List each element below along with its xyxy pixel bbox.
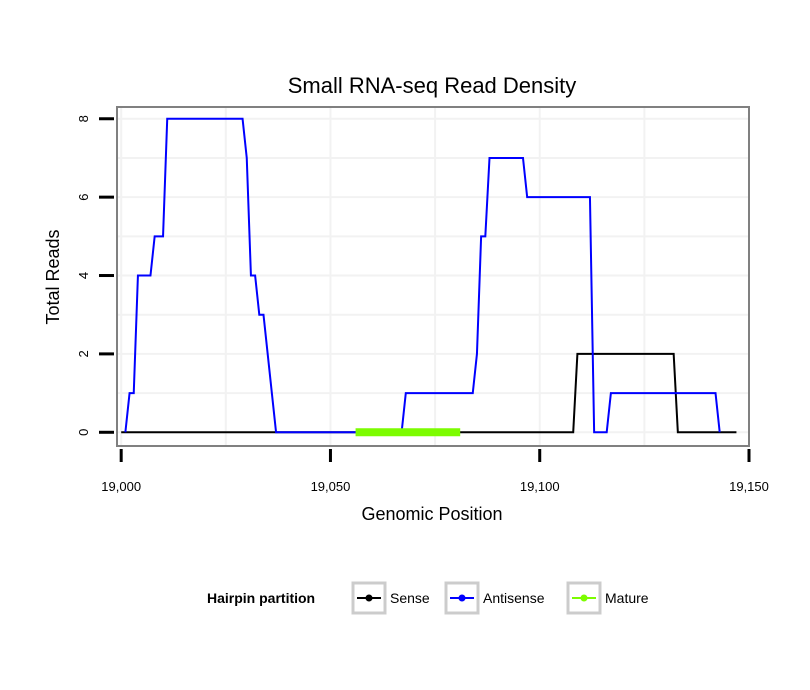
y-tick-label: 4 (76, 272, 91, 279)
legend-title: Hairpin partition (207, 590, 315, 606)
legend-label-antisense: Antisense (483, 590, 545, 606)
x-tick-label: 19,100 (520, 479, 560, 494)
axes: 19,000 19,050 19,100 19,150 0 2 4 6 8 (76, 115, 769, 494)
y-tick-label: 0 (76, 429, 91, 436)
y-axis-title: Total Reads (43, 229, 63, 324)
series-line-antisense (124, 117, 721, 434)
legend-label-mature: Mature (605, 590, 649, 606)
legend-key-dot (580, 594, 588, 602)
legend: Hairpin partition Sense Antisense Mature (207, 581, 649, 615)
chart-title: Small RNA-seq Read Density (288, 73, 577, 98)
x-tick-label: 19,050 (311, 479, 351, 494)
legend-key-dot (458, 594, 466, 602)
x-axis-title: Genomic Position (361, 504, 502, 524)
x-tick-label: 19,000 (101, 479, 141, 494)
plot-panel-border (116, 106, 750, 447)
y-tick-label: 8 (76, 115, 91, 122)
grid-lines (117, 107, 749, 446)
x-tick-label: 19,150 (729, 479, 769, 494)
series-line-sense (121, 352, 737, 434)
legend-key-dot (365, 594, 373, 602)
legend-label-sense: Sense (390, 590, 430, 606)
y-tick-label: 2 (76, 350, 91, 357)
y-tick-label: 6 (76, 194, 91, 201)
series-lines (121, 117, 737, 437)
